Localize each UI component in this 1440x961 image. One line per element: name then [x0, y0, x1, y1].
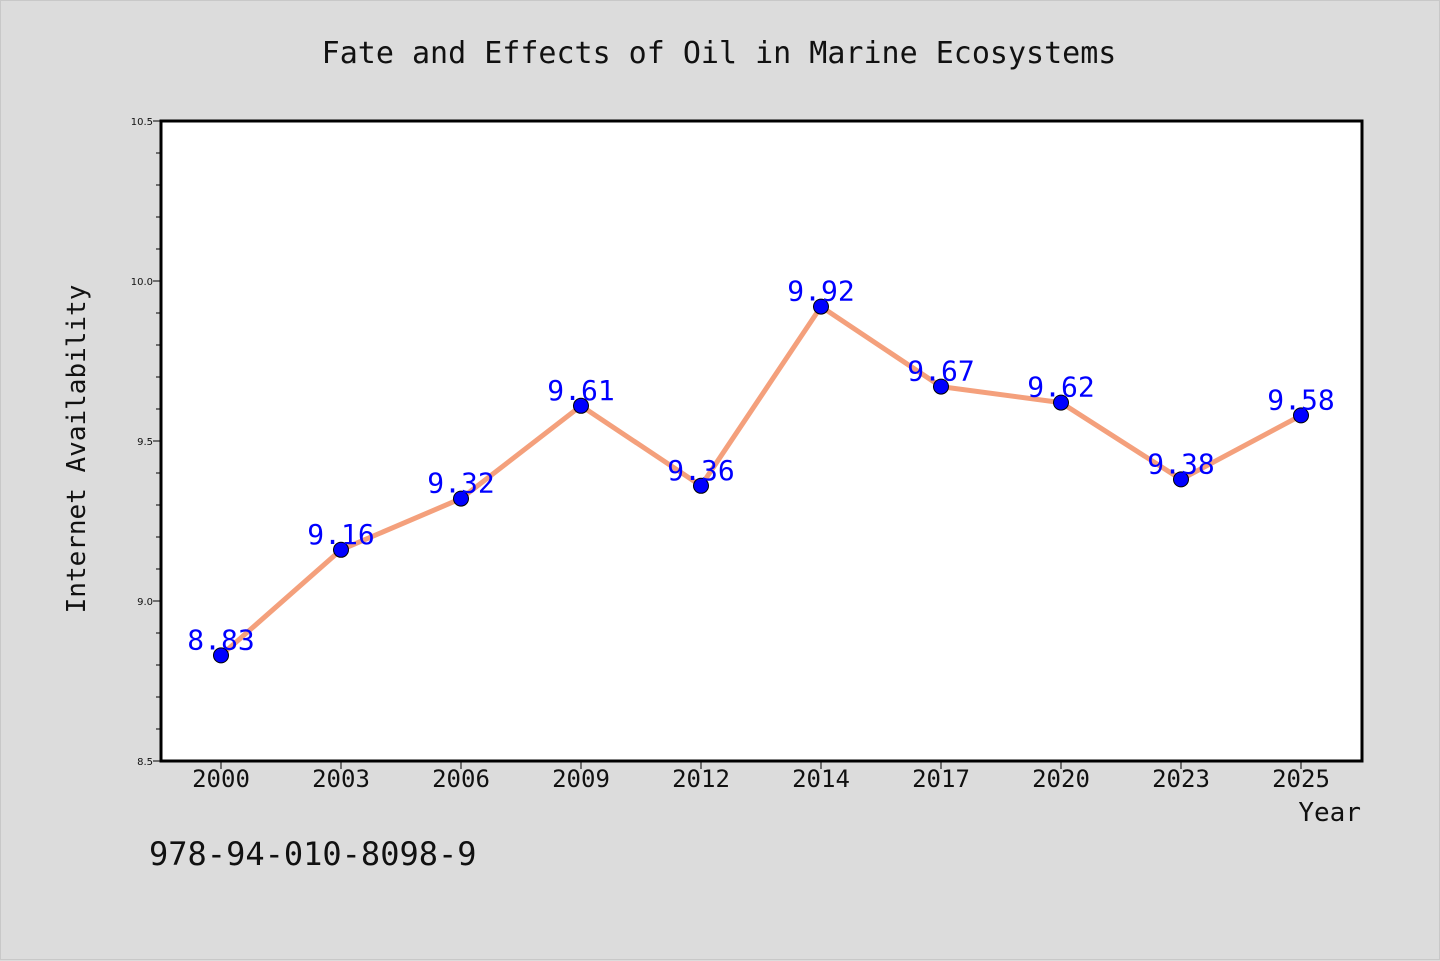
data-label: 9.36 — [667, 454, 734, 487]
data-point — [453, 490, 469, 507]
x-tick-label: 2025 — [1272, 765, 1330, 793]
x-tick-label: 2003 — [312, 765, 370, 793]
data-point — [1053, 394, 1069, 411]
footer-code: 978-94-010-8098-9 — [149, 835, 477, 873]
y-tick-label: 10.0 — [131, 277, 153, 288]
plot-area — [159, 119, 1364, 763]
x-tick-label: 2009 — [552, 765, 610, 793]
data-point — [1173, 471, 1189, 488]
series-line — [218, 304, 1304, 658]
data-point — [933, 378, 949, 395]
x-axis-label: Year — [1298, 798, 1361, 828]
y-axis-label: Internet Availability — [62, 285, 92, 614]
data-point — [1293, 407, 1309, 424]
data-label: 9.58 — [1267, 383, 1334, 416]
y-axis: 8.5 9.0 9.5 10.0 10.5 — [131, 117, 161, 768]
x-tick-label: 2020 — [1032, 765, 1090, 793]
data-point — [213, 647, 229, 664]
series-layer — [213, 298, 1309, 664]
x-tick-label: 2012 — [672, 765, 730, 793]
data-label: 8.83 — [187, 623, 254, 656]
data-point — [813, 298, 829, 315]
x-tick-label: 2017 — [912, 765, 970, 793]
chart-title: Fate and Effects of Oil in Marine Ecosys… — [322, 36, 1117, 71]
data-label-layer: 8.83 9.16 9.32 9.61 9.36 9.92 9.67 9.62 9.38 9.58 — [187, 275, 1334, 657]
data-label: 9.67 — [907, 355, 974, 388]
x-tick-label: 2023 — [1152, 765, 1210, 793]
data-label: 9.38 — [1147, 447, 1214, 480]
x-axis: 2000 2003 2006 2009 2012 2014 2017 2020 2023 2025 — [192, 761, 1330, 793]
data-label: 9.16 — [307, 518, 374, 551]
data-label: 9.32 — [427, 467, 494, 500]
data-point — [693, 477, 709, 494]
data-label: 9.62 — [1027, 371, 1094, 404]
x-tick-label: 2006 — [432, 765, 490, 793]
data-label: 9.92 — [787, 275, 854, 308]
data-label: 9.61 — [547, 374, 614, 407]
y-tick-label: 10.5 — [131, 117, 153, 128]
y-tick-label: 8.5 — [137, 757, 153, 768]
y-tick-label: 9.0 — [137, 597, 153, 608]
x-tick-label: 2014 — [792, 765, 850, 793]
data-point — [333, 541, 349, 558]
x-tick-label: 2000 — [192, 765, 250, 793]
y-tick-label: 9.5 — [137, 437, 153, 448]
data-point — [573, 397, 589, 414]
